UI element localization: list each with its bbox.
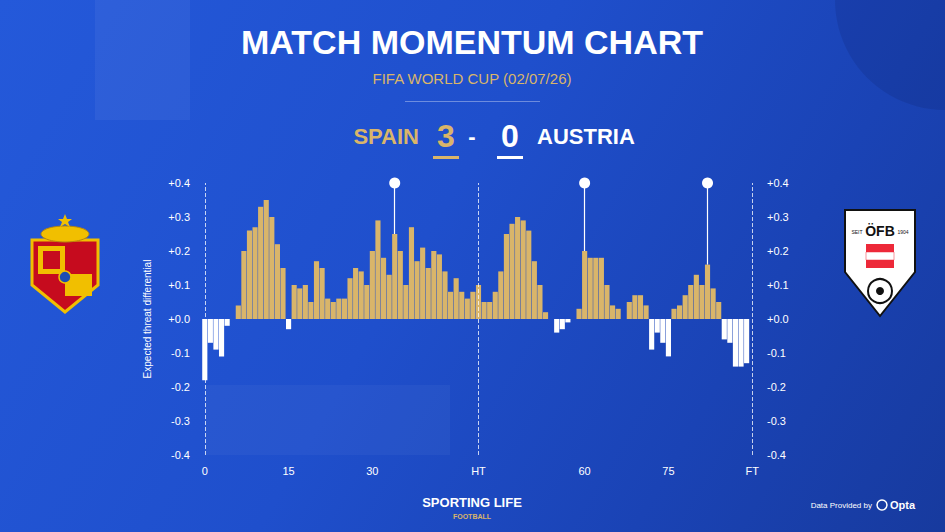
- svg-text:Opta: Opta: [890, 499, 916, 511]
- svg-text:3: 3: [437, 118, 455, 154]
- svg-text:+0.3: +0.3: [168, 211, 190, 223]
- svg-text:-0.1: -0.1: [171, 347, 190, 359]
- svg-text:-0.3: -0.3: [767, 415, 786, 427]
- svg-text:-0.4: -0.4: [767, 449, 786, 461]
- svg-text:+0.0: +0.0: [168, 313, 190, 325]
- svg-text:+0.4: +0.4: [767, 177, 789, 189]
- svg-text:0: 0: [202, 465, 208, 477]
- svg-text:+0.0: +0.0: [767, 313, 789, 325]
- svg-text:1904: 1904: [897, 229, 908, 235]
- svg-text:ÖFB: ÖFB: [865, 223, 895, 239]
- svg-text:-0.1: -0.1: [767, 347, 786, 359]
- svg-text:75: 75: [662, 465, 674, 477]
- svg-text:FT: FT: [745, 465, 759, 477]
- svg-text:HT: HT: [471, 465, 486, 477]
- svg-text:+0.2: +0.2: [767, 245, 789, 257]
- svg-text:+0.1: +0.1: [168, 279, 190, 291]
- svg-text:+0.3: +0.3: [767, 211, 789, 223]
- svg-text:+0.2: +0.2: [168, 245, 190, 257]
- svg-text:Expected threat differential: Expected threat differential: [142, 260, 153, 379]
- svg-text:0: 0: [501, 118, 519, 154]
- svg-text:-0.4: -0.4: [171, 449, 190, 461]
- svg-text:15: 15: [282, 465, 294, 477]
- svg-text:30: 30: [366, 465, 378, 477]
- svg-text:60: 60: [579, 465, 591, 477]
- svg-text:-0.3: -0.3: [171, 415, 190, 427]
- svg-text:MATCH MOMENTUM CHART: MATCH MOMENTUM CHART: [241, 23, 703, 61]
- svg-text:AUSTRIA: AUSTRIA: [537, 124, 635, 149]
- svg-text:FOOTBALL: FOOTBALL: [453, 513, 492, 520]
- svg-text:+0.4: +0.4: [168, 177, 190, 189]
- svg-text:-0.2: -0.2: [767, 381, 786, 393]
- svg-text:-0.2: -0.2: [171, 381, 190, 393]
- svg-text:FIFA WORLD CUP (02/07/26): FIFA WORLD CUP (02/07/26): [373, 70, 572, 87]
- svg-text:-: -: [468, 124, 475, 149]
- svg-text:+0.1: +0.1: [767, 279, 789, 291]
- svg-text:SEIT: SEIT: [851, 229, 862, 235]
- svg-text:Data Provided by: Data Provided by: [811, 501, 872, 510]
- svg-text:SPAIN: SPAIN: [353, 124, 419, 149]
- svg-text:SPORTING LIFE: SPORTING LIFE: [422, 495, 522, 510]
